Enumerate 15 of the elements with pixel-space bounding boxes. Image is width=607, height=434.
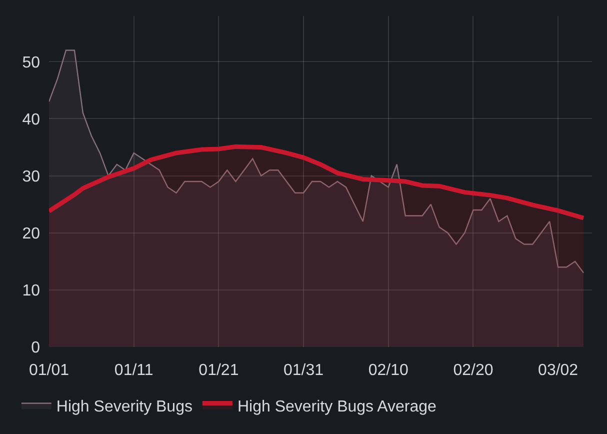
y-tick-label: 10 [22,282,40,300]
x-tick-label: 02/10 [368,362,408,379]
y-tick-label: 0 [31,340,40,357]
x-tick-label: 01/31 [284,362,324,379]
x-tick-label: 01/21 [198,362,239,379]
y-tick-label: 20 [22,225,40,242]
y-tick-label: 40 [22,111,40,128]
y-tick-label: 50 [22,54,40,72]
x-tick-label: 01/01 [28,362,70,379]
x-tick-label: 02/20 [453,362,494,379]
x-tick-label: 03/02 [538,362,578,379]
legend-label: High Severity Bugs Average [237,398,437,416]
y-tick-label: 30 [22,168,40,186]
legend-label: High Severity Bugs [56,398,192,416]
x-tick-label: 01/11 [114,362,154,379]
